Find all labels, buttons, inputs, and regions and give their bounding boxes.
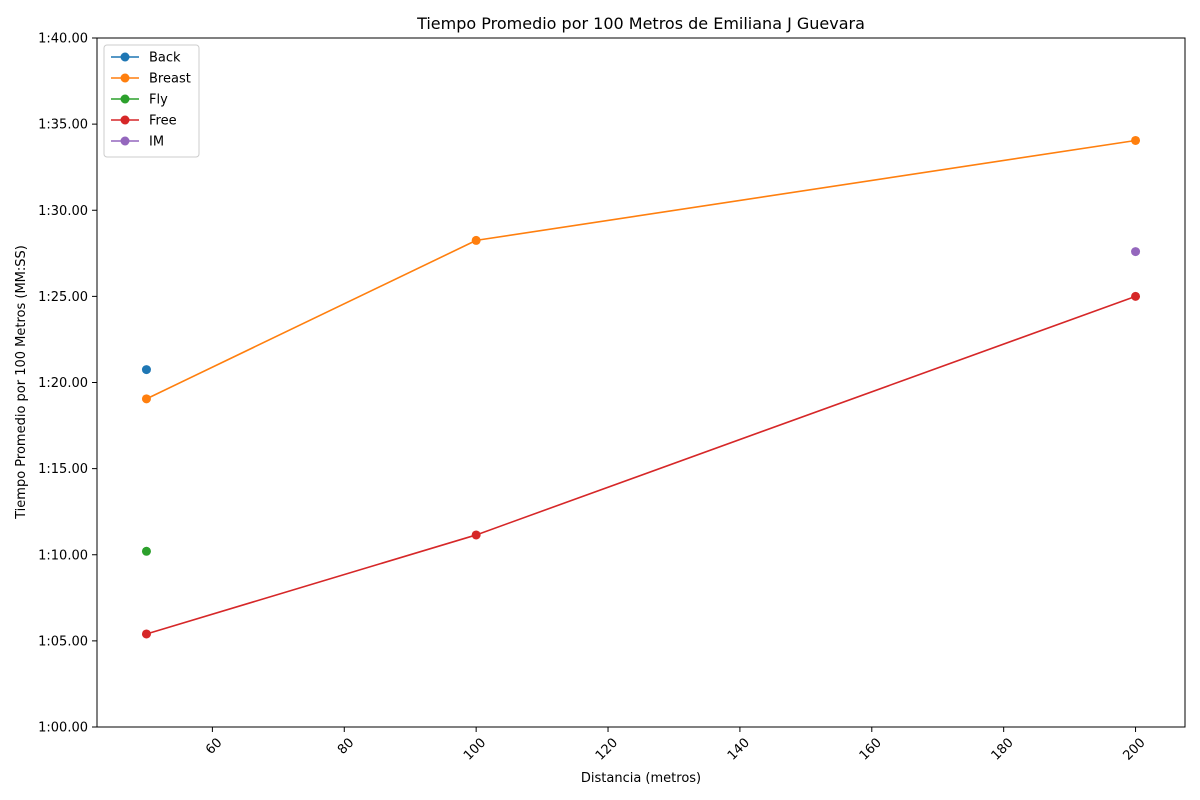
y-tick-label: 1:15.00	[38, 462, 88, 477]
data-point-im	[1131, 247, 1141, 257]
series-free	[141, 291, 1141, 639]
legend-label-breast: Breast	[149, 72, 191, 87]
legend-item-fly: Fly	[111, 93, 168, 108]
legend-marker-back	[120, 52, 130, 62]
legend-marker-breast	[120, 73, 130, 83]
legend-label-im: IM	[149, 135, 164, 150]
data-point-breast	[1131, 135, 1141, 145]
data-point-back	[141, 365, 151, 375]
legend-label-fly: Fly	[149, 93, 168, 108]
legend-item-im: IM	[111, 135, 164, 150]
series-breast	[141, 135, 1141, 404]
series-back	[141, 365, 151, 375]
y-tick-label: 1:35.00	[38, 118, 88, 133]
y-tick-label: 1:10.00	[38, 548, 88, 563]
y-tick-label: 1:20.00	[38, 376, 88, 391]
legend-box	[103, 44, 200, 158]
y-tick-label: 1:25.00	[38, 290, 88, 305]
x-axis-label: Distancia (metros)	[581, 771, 701, 786]
legend-item-breast: Breast	[111, 72, 191, 87]
legend: Back Breast Fly Free IM	[103, 44, 200, 158]
data-point-breast	[141, 394, 151, 404]
data-point-free	[1131, 291, 1141, 301]
y-axis-ticks: 1:00.00 1:05.00 1:10.00 1:15.00 1:20.00 1:25.…	[38, 32, 97, 736]
legend-label-free: Free	[149, 114, 177, 129]
data-point-free	[471, 530, 481, 540]
y-tick-label: 1:00.00	[38, 721, 88, 736]
series-im	[1131, 247, 1141, 257]
legend-marker-fly	[120, 94, 130, 104]
y-tick-label: 1:05.00	[38, 634, 88, 649]
legend-item-free: Free	[111, 114, 177, 129]
legend-marker-im	[120, 136, 130, 146]
data-point-fly	[141, 546, 151, 556]
y-tick-label: 1:30.00	[38, 204, 88, 219]
data-point-free	[141, 629, 151, 639]
data-point-breast	[471, 235, 481, 245]
series-fly	[141, 546, 151, 556]
legend-item-back: Back	[111, 51, 181, 66]
y-axis-label: Tiempo Promedio por 100 Metros (MM:SS)	[14, 245, 29, 520]
legend-label-back: Back	[149, 51, 181, 66]
chart-title: Tiempo Promedio por 100 Metros de Emilia…	[416, 14, 865, 33]
y-tick-label: 1:40.00	[38, 32, 88, 47]
legend-marker-free	[120, 115, 130, 125]
